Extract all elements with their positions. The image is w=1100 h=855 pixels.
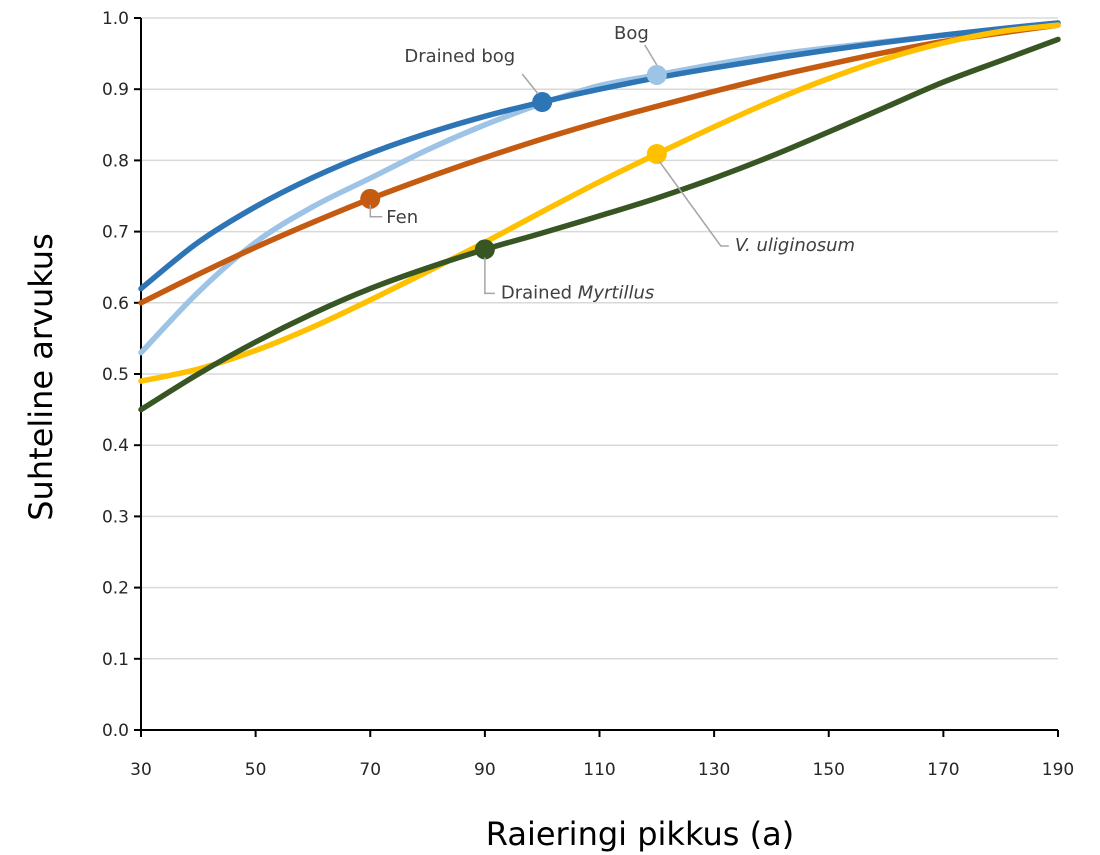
series-label-bog: Bog: [614, 23, 649, 44]
x-tick-label: 50: [245, 760, 267, 780]
x-axis-ticks: 30 50 70 90 110 130 150 170 190: [130, 730, 1074, 780]
series-layer: [138, 20, 1061, 413]
y-axis-ticks: 0.0 0.1 0.2 0.3 0.4 0.5 0.6 0.7 0.8 0.9 1.0: [102, 9, 141, 741]
series-line-v-uliginosum: [138, 22, 1061, 384]
y-tick-label: 0.1: [102, 650, 129, 670]
leader-line-drained-myrtillus: [484, 257, 495, 295]
y-tick-label: 0.3: [102, 507, 129, 527]
marker-bog: [646, 64, 667, 85]
x-axis-title: Raieringi pikkus (a): [486, 815, 794, 853]
y-tick-label: 0.5: [102, 365, 129, 385]
x-tick-label: 170: [927, 760, 959, 780]
x-tick-label: 70: [359, 760, 381, 780]
y-tick-label: 0.6: [102, 294, 129, 314]
gridlines: [141, 17, 1058, 660]
series-label-drained-bog: Drained bog: [404, 46, 515, 67]
x-tick-label: 130: [698, 760, 730, 780]
leader-line-v-uliginosum: [659, 161, 729, 247]
series-line-drained-bog: [138, 20, 1061, 292]
marker-v-uliginosum: [646, 143, 667, 164]
leader-line-fen: [369, 204, 383, 218]
x-tick-label: 150: [813, 760, 845, 780]
series-line-fen: [138, 22, 1061, 306]
series-line-drained-myrtillus: [138, 36, 1061, 413]
y-tick-label: 1.0: [102, 9, 129, 29]
series-label-drained-myrtillus: Drained Myrtillus: [501, 282, 654, 303]
y-tick-label: 0.7: [102, 223, 129, 243]
x-tick-label: 110: [583, 760, 615, 780]
callout-layer: Bog Drained bog Fen V. uliginosum Drained My…: [369, 23, 855, 303]
marker-drained-myrtillus: [474, 239, 495, 260]
x-tick-label: 90: [474, 760, 496, 780]
series-label-v-uliginosum: V. uliginosum: [735, 235, 855, 256]
y-axis-title: Suhteline arvukus: [22, 233, 60, 521]
x-tick-label: 190: [1042, 760, 1074, 780]
y-tick-label: 0.0: [102, 721, 129, 741]
y-tick-label: 0.9: [102, 80, 129, 100]
leader-line-bog: [644, 44, 658, 66]
y-tick-label: 0.2: [102, 579, 129, 599]
leader-line-drained-bog: [521, 73, 539, 95]
y-tick-label: 0.4: [102, 436, 129, 456]
marker-fen: [360, 188, 381, 209]
series-label-fen: Fen: [386, 207, 418, 228]
y-tick-label: 0.8: [102, 151, 129, 171]
marker-drained-bog: [532, 92, 553, 113]
x-tick-label: 30: [130, 760, 152, 780]
